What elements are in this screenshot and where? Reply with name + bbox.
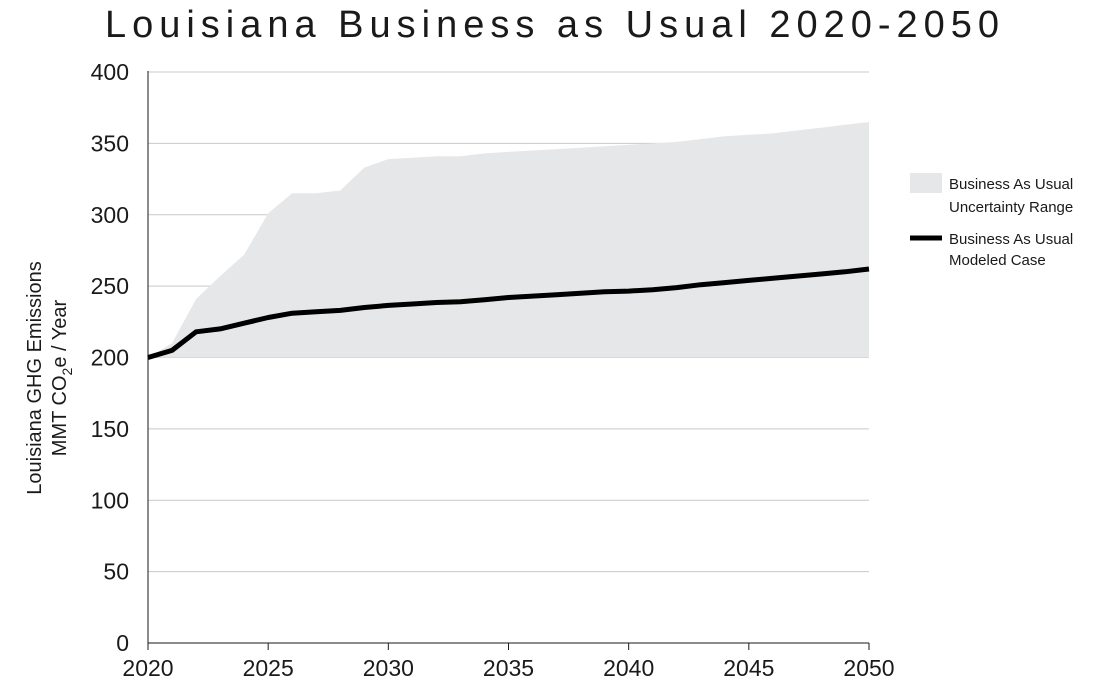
y-axis-title-unit: MMT CO: [49, 375, 71, 456]
y-tick-label-150: 150: [91, 416, 129, 442]
y-tick-label-400: 400: [91, 59, 129, 85]
x-tick-label-2040: 2040: [603, 655, 654, 681]
uncertainty-band-layer: [148, 122, 869, 358]
y-axis-title: Louisiana GHG Emissions MMT CO2e / Year: [24, 261, 75, 494]
series-modeled-case-line: [147, 266, 870, 360]
legend-label-modeled-line1: Business As Usual: [949, 231, 1073, 248]
y-axis-title-subscript: 2: [59, 367, 75, 375]
y-tick-label-300: 300: [91, 202, 129, 228]
y-tick-label-200: 200: [91, 345, 129, 371]
x-tick-labels: 2020 2025 2030 2035 2040 2045 2050: [122, 655, 894, 681]
x-tick-label-2025: 2025: [243, 655, 294, 681]
y-tick-label-0: 0: [116, 630, 129, 656]
legend-label-uncertainty-line2: Uncertainty Range: [949, 199, 1073, 216]
x-tick-label-2030: 2030: [363, 655, 414, 681]
legend-swatch-uncertainty-range: [910, 173, 942, 193]
y-tick-label-250: 250: [91, 273, 129, 299]
series-uncertainty-range-area: [148, 122, 869, 358]
x-tick-label-2035: 2035: [483, 655, 534, 681]
x-tick-label-2020: 2020: [122, 655, 173, 681]
x-tick-label-2050: 2050: [843, 655, 894, 681]
y-tick-labels: 0 50 100 150 200 250 300 350 400: [91, 59, 129, 656]
y-axis-title-line1: Louisiana GHG Emissions: [24, 261, 46, 494]
legend: Business As Usual Uncertainty Range Busi…: [910, 173, 1073, 269]
legend-label-modeled-line2: Modeled Case: [949, 252, 1046, 269]
x-tick-label-2045: 2045: [723, 655, 774, 681]
modeled-case-layer: [147, 266, 870, 360]
y-tick-label-100: 100: [91, 487, 129, 513]
y-axis-title-suffix: e / Year: [49, 299, 71, 367]
legend-label-uncertainty-line1: Business As Usual: [949, 176, 1073, 193]
chart-title: Louisiana Business as Usual 2020-2050: [104, 4, 1006, 46]
y-tick-label-50: 50: [103, 559, 129, 585]
y-tick-label-350: 350: [91, 130, 129, 156]
y-axis-title-line2: MMT CO2e / Year: [49, 299, 75, 456]
